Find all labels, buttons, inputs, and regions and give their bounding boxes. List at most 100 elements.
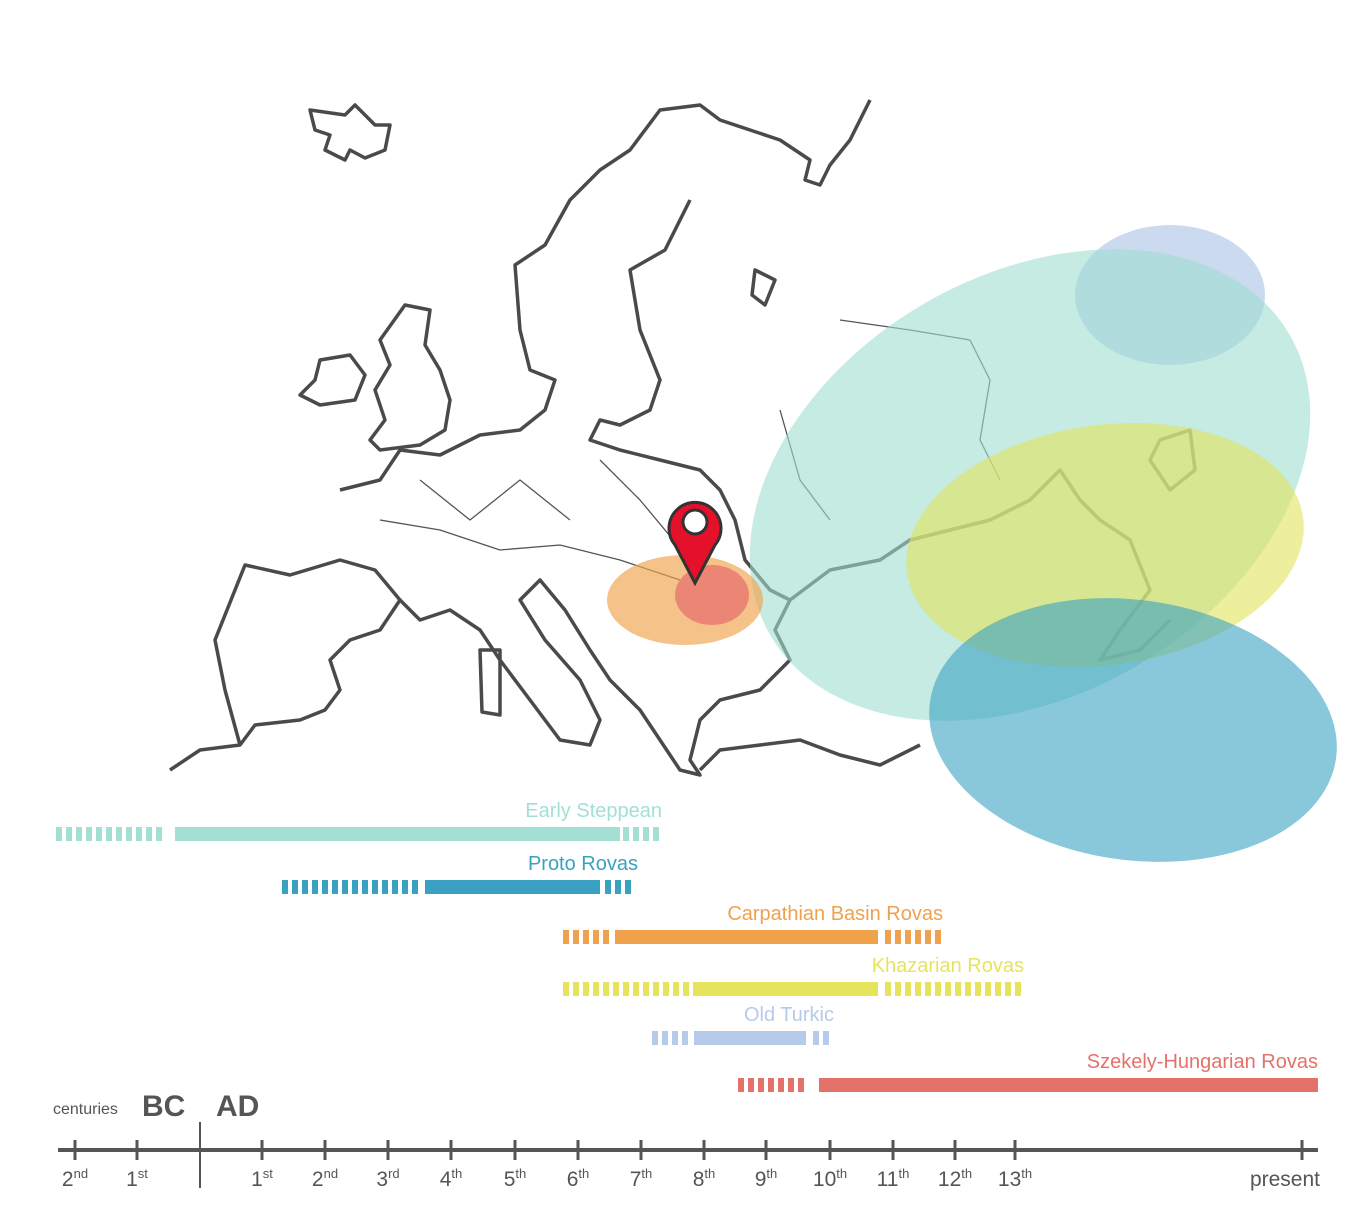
timeline-bar-dash <box>583 982 589 996</box>
coastline <box>339 99 872 492</box>
timeline-bar-dash <box>623 827 629 841</box>
timeline-bar-dash <box>583 930 589 944</box>
tick-number: 9 <box>755 1168 767 1191</box>
tick-suffix: nd <box>74 1166 88 1181</box>
timeline-bar <box>615 930 878 944</box>
timeline-bar-dash <box>392 880 398 894</box>
timeline-bar-dash <box>905 982 911 996</box>
tick-suffix: th <box>515 1166 526 1181</box>
tick-suffix: nd <box>324 1166 338 1181</box>
timeline-bar <box>425 880 600 894</box>
timeline-bar-dash <box>925 930 931 944</box>
timeline-bar-dash <box>935 930 941 944</box>
location-pin-dot <box>681 508 709 536</box>
tick-suffix: rd <box>388 1166 400 1181</box>
timeline-bar-dash <box>643 827 649 841</box>
timeline-bar-dash <box>738 1078 744 1092</box>
timeline-bar-dash <box>352 880 358 894</box>
tick-number: 5 <box>504 1168 516 1191</box>
timeline-bar-dash <box>563 930 569 944</box>
timeline-bar-dash <box>758 1078 764 1092</box>
tick-number: 2 <box>62 1168 74 1191</box>
tick-label: 11th <box>877 1166 910 1191</box>
timeline-bar-dash <box>673 982 679 996</box>
region-khazarian <box>906 422 1304 668</box>
timeline-bar-dash <box>593 982 599 996</box>
timeline-bar-dash <box>573 982 579 996</box>
timeline-bar-dash <box>925 982 931 996</box>
timeline-bar-dash <box>116 827 122 841</box>
timeline-bar-dash <box>915 930 921 944</box>
tick-number: 8 <box>693 1168 705 1191</box>
timeline-bar-dash <box>66 827 72 841</box>
tick-suffix: th <box>836 1166 847 1181</box>
timeline-label: Khazarian Rovas <box>872 955 1024 977</box>
timeline-bar-dash <box>975 982 981 996</box>
axis-unit: centuries <box>53 1101 118 1118</box>
coastline <box>169 558 402 772</box>
tick-label: 13th <box>998 1166 1032 1191</box>
region-proto-rovas <box>929 598 1337 862</box>
timeline-bar-dash <box>663 982 669 996</box>
timeline-bar-dash <box>312 880 318 894</box>
timeline-bar-dash <box>633 982 639 996</box>
timeline-bar-dash <box>625 880 631 894</box>
timeline-label: Early Steppean <box>525 800 662 822</box>
tick-number: 6 <box>567 1168 579 1191</box>
timeline-bar-dash <box>652 1031 658 1045</box>
era-label: AD <box>216 1090 259 1123</box>
timeline-bar-dash <box>895 930 901 944</box>
tick-suffix: th <box>451 1166 462 1181</box>
timeline-bar-dash <box>823 1031 829 1045</box>
axis-end-label: present <box>1250 1168 1320 1191</box>
timeline-bar-dash <box>748 1078 754 1092</box>
tick-number: 1 <box>251 1168 263 1191</box>
timelines: Early Steppean Proto Rovas Carpathian Basi… <box>56 800 1318 1092</box>
timeline-bar-dash <box>86 827 92 841</box>
timeline-bar <box>175 827 620 841</box>
timeline-bar-dash <box>672 1031 678 1045</box>
tick-number: 12 <box>938 1168 961 1191</box>
timeline-bar-dash <box>885 930 891 944</box>
coastline <box>368 303 452 452</box>
timeline-bar-dash <box>56 827 62 841</box>
tick-label: 1st <box>126 1166 148 1191</box>
tick-number: 1 <box>126 1168 138 1191</box>
tick-label: 4th <box>440 1166 463 1191</box>
timeline-bar-dash <box>798 1078 804 1092</box>
timeline-bar-dash <box>156 827 162 841</box>
timeline-bar-dash <box>372 880 378 894</box>
tick-number: 13 <box>998 1168 1021 1191</box>
timeline-bar-dash <box>603 930 609 944</box>
timeline-bar <box>693 982 878 996</box>
timeline-bar-dash <box>778 1078 784 1092</box>
tick-suffix: st <box>138 1166 149 1181</box>
timeline-bar-dash <box>905 930 911 944</box>
coastline <box>478 648 502 717</box>
tick-suffix: th <box>641 1166 652 1181</box>
timeline-bar-dash <box>615 880 621 894</box>
timeline-bar-dash <box>362 880 368 894</box>
timeline-bar-dash <box>955 982 961 996</box>
tick-label: 9th <box>755 1166 778 1191</box>
timeline-bar-dash <box>382 880 388 894</box>
timeline-bar-dash <box>96 827 102 841</box>
coastline <box>750 268 777 307</box>
tick-label: 3rd <box>376 1166 399 1191</box>
timeline-bar-dash <box>332 880 338 894</box>
tick-suffix: th <box>578 1166 589 1181</box>
timeline-bar-dash <box>136 827 142 841</box>
tick-suffix: th <box>766 1166 777 1181</box>
timeline-bar-dash <box>106 827 112 841</box>
timeline-bar-dash <box>683 982 689 996</box>
timeline-bar-dash <box>768 1078 774 1092</box>
tick-number: 10 <box>813 1168 836 1191</box>
timeline-bar-dash <box>965 982 971 996</box>
timeline-bar-dash <box>643 982 649 996</box>
timeline-bar-dash <box>1005 982 1011 996</box>
tick-label: 10th <box>813 1166 847 1191</box>
timeline-bar-dash <box>605 880 611 894</box>
tick-number: 3 <box>376 1168 388 1191</box>
tick-number: 11 <box>877 1168 899 1191</box>
timeline-bar-dash <box>885 982 891 996</box>
